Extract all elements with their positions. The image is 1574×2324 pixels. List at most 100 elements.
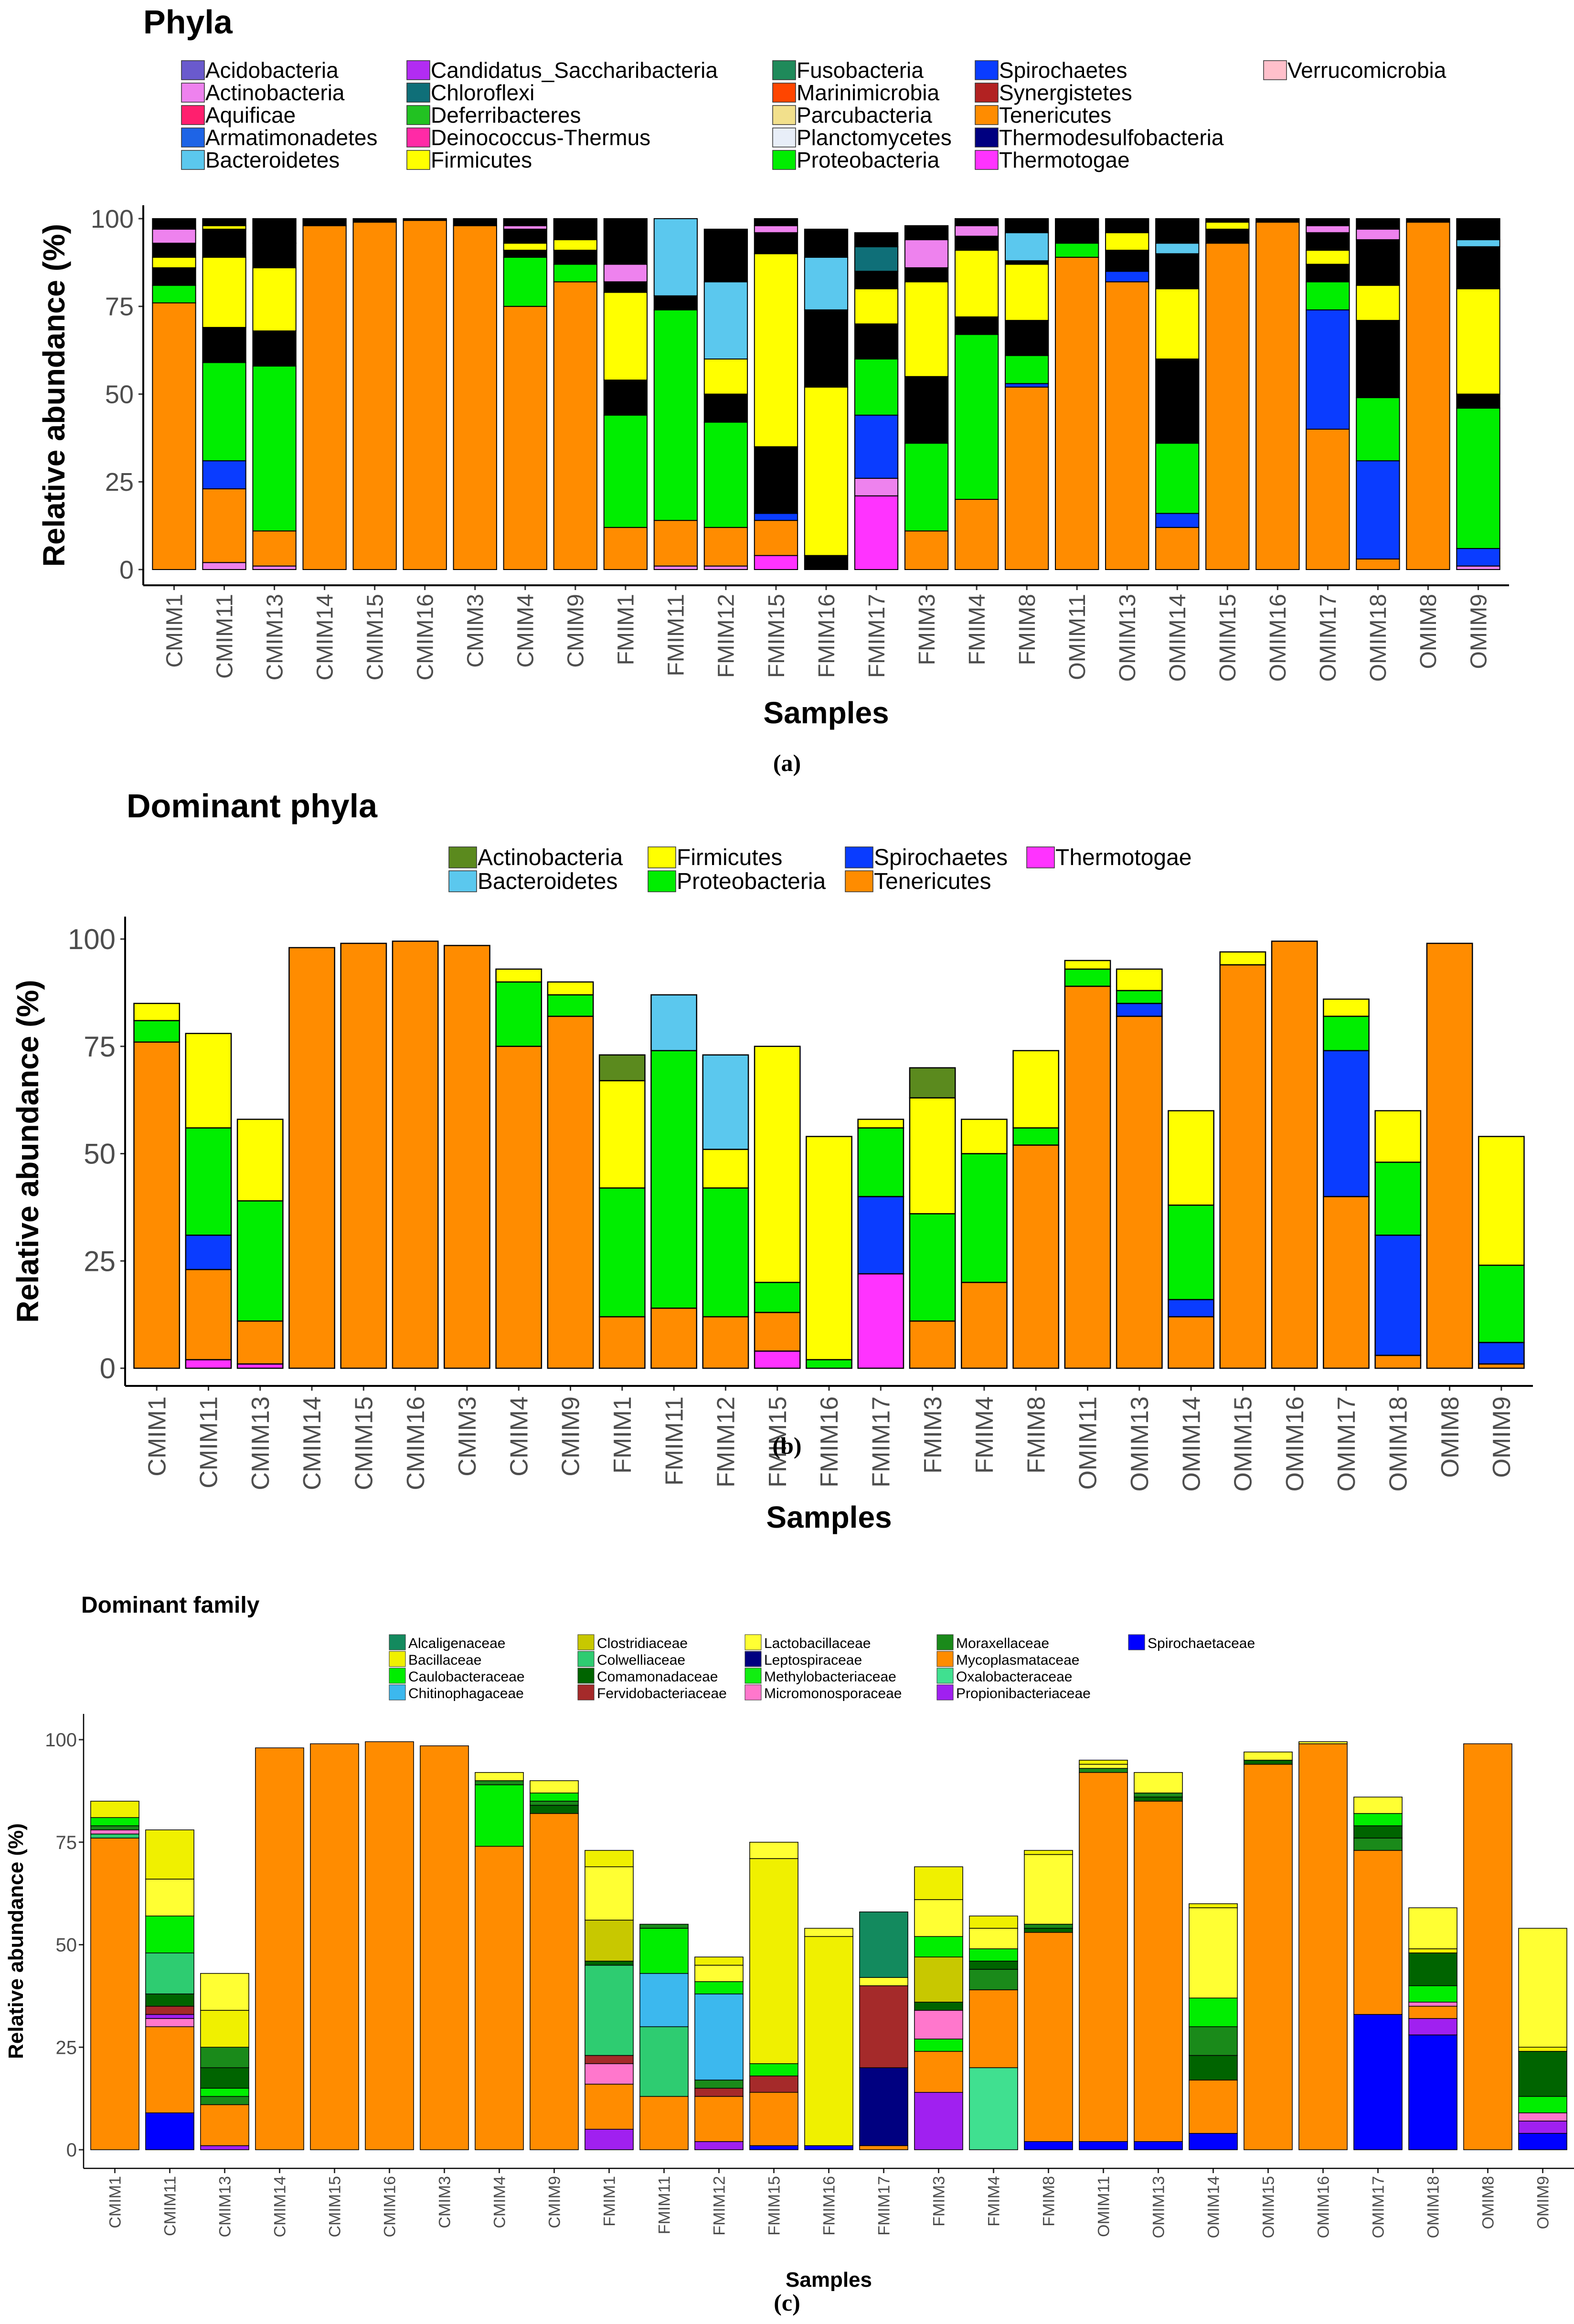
b-segment-tenericutes: [236, 1320, 284, 1365]
b-xtick-fmim17: FMIM17: [867, 1396, 895, 1488]
c-legend-swatch-colwelliaceae: [577, 1651, 595, 1667]
a-legend-swatch-chloroflexi: [406, 83, 430, 103]
a-segment-firmicutes: [854, 288, 899, 325]
a-segment-tenericutes: [453, 225, 497, 570]
c-legend-label-oxalobacteraceae: Oxalobacteraceae: [956, 1669, 1073, 1685]
b-segment-firmicutes: [909, 1097, 956, 1215]
a-segment-other: [904, 225, 949, 241]
c-xtick-cmim11: CMIM11: [161, 2176, 179, 2236]
a-segment-proteobacteria: [1356, 397, 1400, 462]
a-segment-proteobacteria: [703, 422, 748, 528]
b-xtick-cmim13: CMIM13: [247, 1396, 275, 1490]
a-segment-other: [152, 267, 196, 286]
b-legend-swatch-tenericutes: [845, 870, 873, 892]
c-segment-spirochaetaceae: [749, 2145, 798, 2150]
c-legend-swatch-leptospiraceae: [744, 1651, 762, 1667]
b-xtick-fmim8: FMIM8: [1022, 1396, 1050, 1474]
b-bar-cmim13: [236, 1119, 284, 1369]
c-xtick-cmim4: CMIM4: [490, 2176, 509, 2229]
a-legend-label-synergistetes: Synergistetes: [999, 80, 1132, 105]
b-segment-tenericutes: [288, 947, 335, 1369]
c-segment-lactobacillaceae: [694, 1965, 744, 1982]
c-segment-caulobacteraceae: [639, 1928, 689, 1974]
a-legend-label-thermotogae: Thermotogae: [999, 148, 1130, 172]
a-legend-swatch-fusobacteria: [772, 60, 796, 80]
c-segment-bacillaceae: [749, 1858, 798, 2064]
a-segment-other: [1055, 229, 1099, 244]
a-xtick-omim11: OMIM11: [1065, 594, 1090, 680]
c-segment-fervidobacteriaceae: [694, 2088, 744, 2097]
c-segment-spirochaetaceae: [145, 2112, 194, 2150]
a-segment-other: [904, 376, 949, 444]
a-legend-swatch-spirochaetes: [975, 60, 999, 80]
a-legend-label-candidatus-saccharibacteria: Candidatus_Saccharibacteria: [431, 58, 718, 83]
a-legend-swatch-marinimicrobia: [772, 83, 796, 103]
b-bar-cmim4: [495, 968, 542, 1369]
c-segment-colwelliaceae: [145, 1952, 194, 1995]
c-xtick-fmim16: FMIM16: [820, 2176, 838, 2236]
c-bar-omim9: [1518, 1928, 1567, 2150]
b-legend-swatch-spirochaetes: [845, 846, 873, 868]
a-bar-omim11: [1055, 218, 1099, 570]
c-segment-bacillaceae: [90, 1801, 139, 1818]
b-segment-proteobacteria: [1116, 990, 1163, 1004]
a-segment-tenericutes: [352, 222, 397, 570]
b-xtick-cmim14: CMIM14: [298, 1396, 326, 1490]
b-segment-firmicutes: [1323, 998, 1370, 1017]
c-bar-fmim15: [749, 1842, 798, 2150]
c-segment-bacillaceae: [1024, 1850, 1073, 1855]
b-segment-firmicutes: [547, 981, 594, 996]
c-legend-swatch-lactobacillaceae: [744, 1634, 762, 1650]
c-segment-lactobacillaceae: [804, 1928, 853, 1937]
a-segment-other: [1155, 218, 1200, 244]
b-segment-tenericutes: [444, 945, 490, 1369]
a-segment-other: [202, 218, 246, 226]
b-segment-firmicutes: [1168, 1110, 1214, 1206]
b-bar-cmim14: [288, 947, 335, 1369]
b-segment-firmicutes: [806, 1136, 852, 1361]
c-segment-bacillaceae: [804, 1936, 853, 2146]
c-xtick-cmim15: CMIM15: [326, 2176, 344, 2237]
c-segment-mycoplasmataceae: [969, 1989, 1018, 2068]
a-segment-proteobacteria: [503, 256, 547, 307]
c-legend-swatch-chitinophagaceae: [389, 1684, 406, 1701]
b-segment-firmicutes: [598, 1080, 646, 1189]
c-segment-lactobacillaceae: [749, 1842, 798, 1859]
b-bar-omim14: [1168, 1110, 1214, 1369]
c-segment-mycoplasmataceae: [420, 1745, 469, 2150]
c-legend-swatch-micromonosporaceae: [744, 1684, 762, 1701]
b-legend-swatch-proteobacteria: [648, 870, 676, 892]
b-segment-firmicutes: [495, 968, 542, 983]
c-segment-moraxellaceae: [694, 2080, 744, 2089]
c-bar-cmim16: [365, 1741, 414, 2150]
a-segment-actinobacteria: [703, 565, 748, 570]
c-segment-lactobacillaceae: [1079, 1764, 1128, 1769]
c-segment-mycoplasmataceae: [639, 2096, 689, 2150]
a-segment-actinobacteria: [954, 225, 999, 237]
a-segment-other: [1155, 359, 1200, 444]
a-segment-other: [1306, 232, 1350, 251]
a-segment-bacteroidetes: [1004, 232, 1049, 262]
b-bar-omim13: [1116, 968, 1163, 1369]
c-segment-spirochaetaceae: [1408, 2034, 1457, 2150]
panel-a-caption: (a): [773, 750, 801, 776]
a-segment-other: [804, 229, 849, 258]
c-legend-swatch-oxalobacteraceae: [936, 1668, 954, 1684]
c-segment-bacillaceae: [914, 1866, 963, 1900]
b-xtick-omim17: OMIM17: [1333, 1396, 1361, 1491]
b-segment-firmicutes: [857, 1119, 904, 1129]
a-xtick-cmim16: CMIM16: [413, 594, 438, 680]
c-segment-propionibacteriaceae: [914, 2092, 963, 2150]
c-bar-omim15: [1244, 1752, 1293, 2150]
a-segment-other: [603, 218, 648, 265]
a-segment-other: [1456, 246, 1500, 289]
b-segment-firmicutes: [1012, 1050, 1060, 1129]
c-legend-swatch-spirochaetaceae: [1128, 1634, 1145, 1650]
b-segment-firmicutes: [1116, 968, 1163, 992]
b-bar-omim17: [1323, 998, 1370, 1369]
c-segment-comamonadaceae: [1408, 1952, 1457, 1986]
a-legend-label-aquificae: Aquificae: [205, 103, 296, 127]
c-legend-label-bacillaceae: Bacillaceae: [408, 1652, 481, 1668]
c-segment-clostridiaceae: [585, 1920, 634, 1962]
a-segment-other: [1205, 229, 1250, 244]
